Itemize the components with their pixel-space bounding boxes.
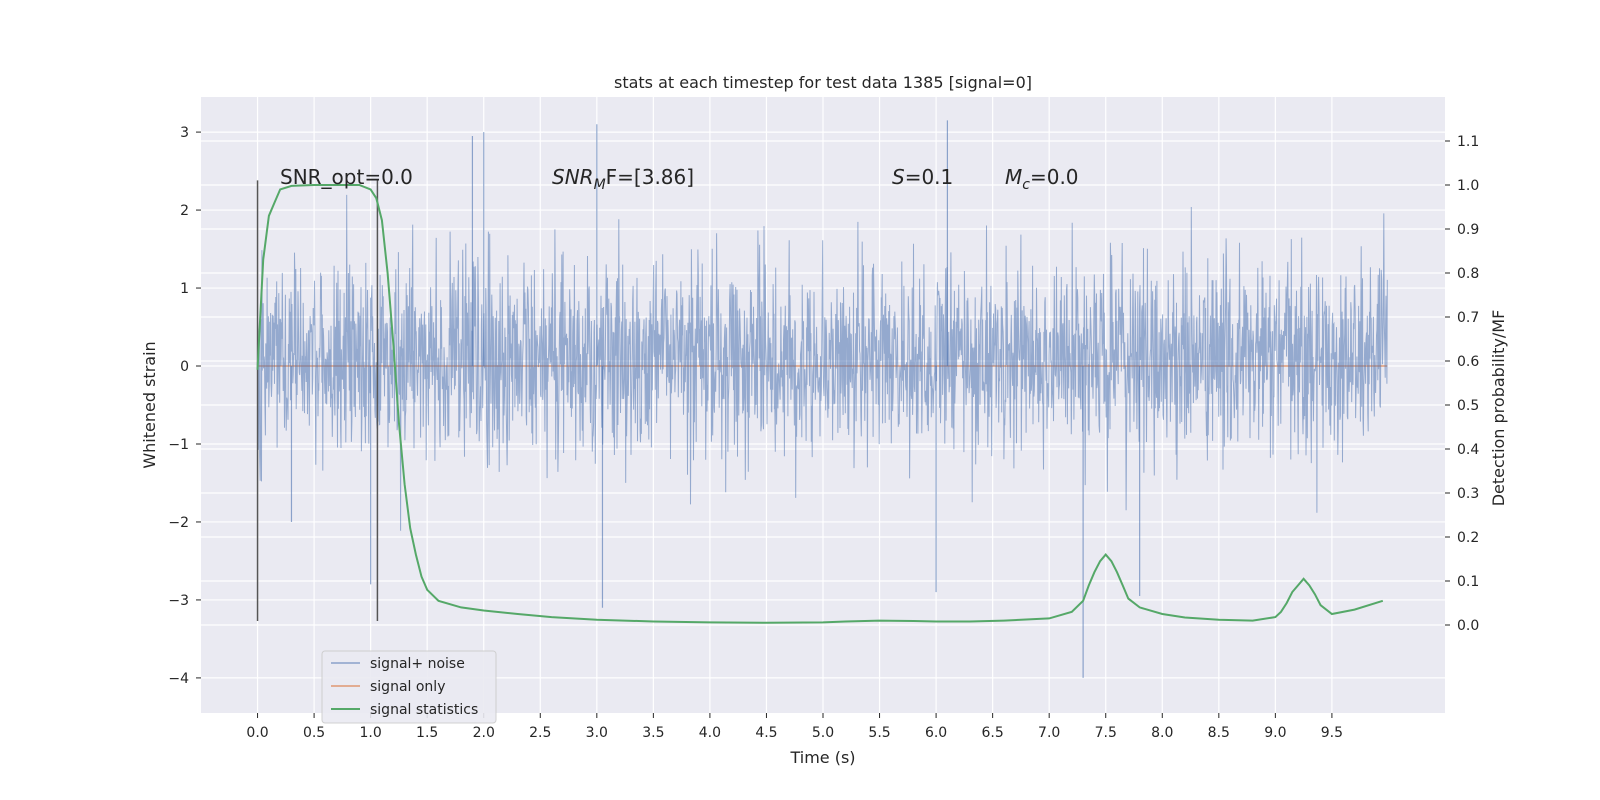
y-tick-labels: 3 2 1 0 −1 −2 −3 −4 xyxy=(168,125,201,687)
x-tick-label: 6.0 xyxy=(925,725,947,741)
y-tick-label: −1 xyxy=(168,437,189,453)
y2-tick-label: 0.6 xyxy=(1457,354,1479,370)
legend-label-signal-statistics: signal statistics xyxy=(370,702,478,718)
x-tick-label: 7.5 xyxy=(1095,725,1117,741)
y2-tick-label: 0.3 xyxy=(1457,486,1479,502)
annotation-mc: Mc=0.0 xyxy=(1005,165,1079,193)
x-tick-label: 5.0 xyxy=(812,725,834,741)
y2-tick-labels: 1.1 1.0 0.9 0.8 0.7 0.6 0.5 0.4 0.3 0.2 0.1 0.0 xyxy=(1445,134,1479,634)
x-tick-label: 4.5 xyxy=(755,725,777,741)
y2-tick-label: 0.0 xyxy=(1457,618,1479,634)
x-tick-label: 3.0 xyxy=(586,725,608,741)
x-tick-label: 2.5 xyxy=(529,725,551,741)
y2-axis-label: Detection probability/MF xyxy=(1489,310,1508,507)
x-tick-label: 4.0 xyxy=(699,725,721,741)
x-tick-label: 9.0 xyxy=(1264,725,1286,741)
y-tick-label: 2 xyxy=(180,203,189,219)
annotation-snr-mf-symbol: SNR xyxy=(552,165,594,189)
y-axis-label: Whitened strain xyxy=(140,341,159,468)
annotation-s-symbol: S xyxy=(892,165,905,189)
x-tick-label: 8.5 xyxy=(1208,725,1230,741)
x-tick-label: 1.5 xyxy=(416,725,438,741)
y-tick-label: −4 xyxy=(168,671,189,687)
legend-label-signal-noise: signal+ noise xyxy=(370,656,465,672)
x-tick-label: 6.5 xyxy=(982,725,1004,741)
y2-tick-label: 0.7 xyxy=(1457,310,1479,326)
y2-tick-label: 1.0 xyxy=(1457,178,1479,194)
signal-statistics-line xyxy=(256,184,1384,624)
y-tick-label: −3 xyxy=(168,593,189,609)
window-markers xyxy=(256,180,379,621)
legend: signal+ noise signal only signal statist… xyxy=(321,650,497,724)
x-axis-label: Time (s) xyxy=(789,748,855,767)
annotation-mc-value: =0.0 xyxy=(1030,165,1079,189)
y2-tick-label: 0.1 xyxy=(1457,574,1479,590)
legend-label-signal-only: signal only xyxy=(370,679,445,695)
x-tick-label: 8.0 xyxy=(1151,725,1173,741)
y2-tick-label: 0.9 xyxy=(1457,222,1479,238)
annotation-snr-mf: SNRMF=[3.86] xyxy=(552,165,694,193)
y-tick-label: 1 xyxy=(180,281,189,297)
y2-tick-label: 0.5 xyxy=(1457,398,1479,414)
y2-tick-label: 0.8 xyxy=(1457,266,1479,282)
x-tick-label: 9.5 xyxy=(1321,725,1343,741)
x-tick-label: 1.0 xyxy=(360,725,382,741)
annotation-mc-subscript: c xyxy=(1022,177,1030,193)
x-tick-label: 2.0 xyxy=(473,725,495,741)
annotation-snr-opt: SNR_opt=0.0 xyxy=(280,165,413,189)
annotation-s: S=0.1 xyxy=(892,165,953,189)
x-tick-label: 5.5 xyxy=(868,725,890,741)
y2-tick-label: 0.2 xyxy=(1457,530,1479,546)
annotation-snr-mf-subscript: M xyxy=(594,177,606,193)
x-tick-label: 0.0 xyxy=(246,725,268,741)
y-tick-label: 3 xyxy=(180,125,189,141)
signal-noise-series xyxy=(256,120,1388,678)
x-tick-label: 0.5 xyxy=(303,725,325,741)
annotation-mc-symbol: M xyxy=(1005,165,1022,189)
y2-tick-label: 0.4 xyxy=(1457,442,1479,458)
x-tick-labels: 0.0 0.5 1.0 1.5 2.0 2.5 3.0 3.5 4.0 4.5 5.0 5.5 6.0 6… xyxy=(246,713,1343,741)
x-tick-label: 7.0 xyxy=(1038,725,1060,741)
chart-title: stats at each timestep for test data 138… xyxy=(614,73,1032,92)
signal-noise-line xyxy=(257,194,1388,531)
annotation-snr-mf-value: F=[3.86] xyxy=(606,165,694,189)
y-tick-label: −2 xyxy=(168,515,189,531)
y-tick-label: 0 xyxy=(180,359,189,375)
x-tick-label: 3.5 xyxy=(642,725,664,741)
y2-tick-label: 1.1 xyxy=(1457,134,1479,150)
annotation-s-value: =0.1 xyxy=(905,165,954,189)
legend-box xyxy=(321,650,497,724)
